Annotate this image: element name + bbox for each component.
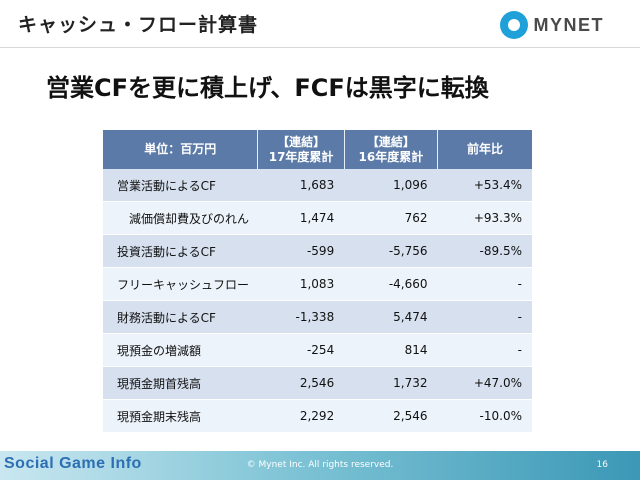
logo-text: MYNET	[533, 14, 604, 35]
table-row: 財務活動によるCF -1,338 5,474 -	[103, 300, 532, 334]
table-header-row: 単位：百万円 【連結】 17年度累計 【連結】 16年度累計 前年比	[103, 130, 532, 169]
row-label: フリーキャッシュフロー	[103, 267, 258, 301]
cell-fy16: -4,660	[344, 267, 438, 301]
table-row: 現預金期末残高 2,292 2,546 -10.0%	[103, 399, 532, 433]
cell-yoy: -89.5%	[437, 234, 532, 268]
company-logo: MYNET	[499, 11, 605, 39]
slide-title: キャッシュ・フロー計算書	[18, 14, 259, 36]
cell-yoy: +53.4%	[437, 169, 532, 202]
header-fy16: 【連結】 16年度累計	[344, 130, 439, 169]
cell-fy16: 2,546	[344, 399, 438, 433]
main-heading: 営業CFを更に積上げ、FCFは黒字に転換	[46, 74, 489, 102]
footer-bar: Social Game Info © Mynet Inc. All rights…	[0, 451, 640, 480]
cell-yoy: -10.0%	[437, 399, 532, 433]
cell-fy17: 1,683	[257, 169, 345, 202]
watermark-logo: Social Game Info	[4, 455, 142, 472]
row-label: 現預金期末残高	[103, 399, 258, 433]
cell-fy16: 1,096	[344, 169, 438, 202]
footer-copyright: © Mynet Inc. All rights reserved.	[246, 460, 394, 470]
row-label: 財務活動によるCF	[103, 300, 258, 334]
header-divider	[0, 47, 640, 48]
cash-flow-table: 単位：百万円 【連結】 17年度累計 【連結】 16年度累計 前年比 営業活動による…	[103, 130, 532, 433]
cell-fy16: 1,732	[344, 366, 438, 400]
cell-yoy: -	[437, 300, 532, 334]
row-label: 投資活動によるCF	[103, 234, 258, 268]
table-row: 現預金期首残高 2,546 1,732 +47.0%	[103, 366, 532, 400]
cell-yoy: +93.3%	[437, 201, 532, 235]
cell-fy17: -1,338	[257, 300, 345, 334]
cell-fy17: 2,546	[257, 366, 345, 400]
table-row: 投資活動によるCF -599 -5,756 -89.5%	[103, 234, 532, 268]
header-unit: 単位：百万円	[103, 130, 259, 169]
cell-fy16: 762	[344, 201, 438, 235]
table-row: 現預金の増減額 -254 814 -	[103, 333, 532, 367]
row-label: 減価償却費及びのれん	[103, 201, 258, 235]
cell-fy17: -599	[257, 234, 345, 268]
header-fy17: 【連結】 17年度累計	[257, 130, 345, 169]
row-label: 営業活動によるCF	[103, 169, 258, 202]
cell-fy17: -254	[257, 333, 345, 367]
cell-fy17: 1,474	[257, 201, 345, 235]
row-label: 現預金期首残高	[103, 366, 258, 400]
table-row: 営業活動によるCF 1,683 1,096 +53.4%	[103, 169, 532, 202]
row-label: 現預金の増減額	[103, 333, 258, 367]
cell-fy16: 814	[344, 333, 438, 367]
cell-fy17: 2,292	[257, 399, 345, 433]
header-yoy: 前年比	[437, 130, 532, 169]
logo-ring-icon	[499, 11, 528, 39]
cell-yoy: -	[437, 333, 532, 367]
page-number: 16	[596, 460, 608, 470]
table-row: フリーキャッシュフロー 1,083 -4,660 -	[103, 267, 532, 301]
table-row: 減価償却費及びのれん 1,474 762 +93.3%	[103, 201, 532, 235]
cell-yoy: -	[437, 267, 532, 301]
cell-fy16: -5,756	[344, 234, 438, 268]
cell-fy16: 5,474	[344, 300, 438, 334]
cell-fy17: 1,083	[257, 267, 345, 301]
cell-yoy: +47.0%	[437, 366, 532, 400]
